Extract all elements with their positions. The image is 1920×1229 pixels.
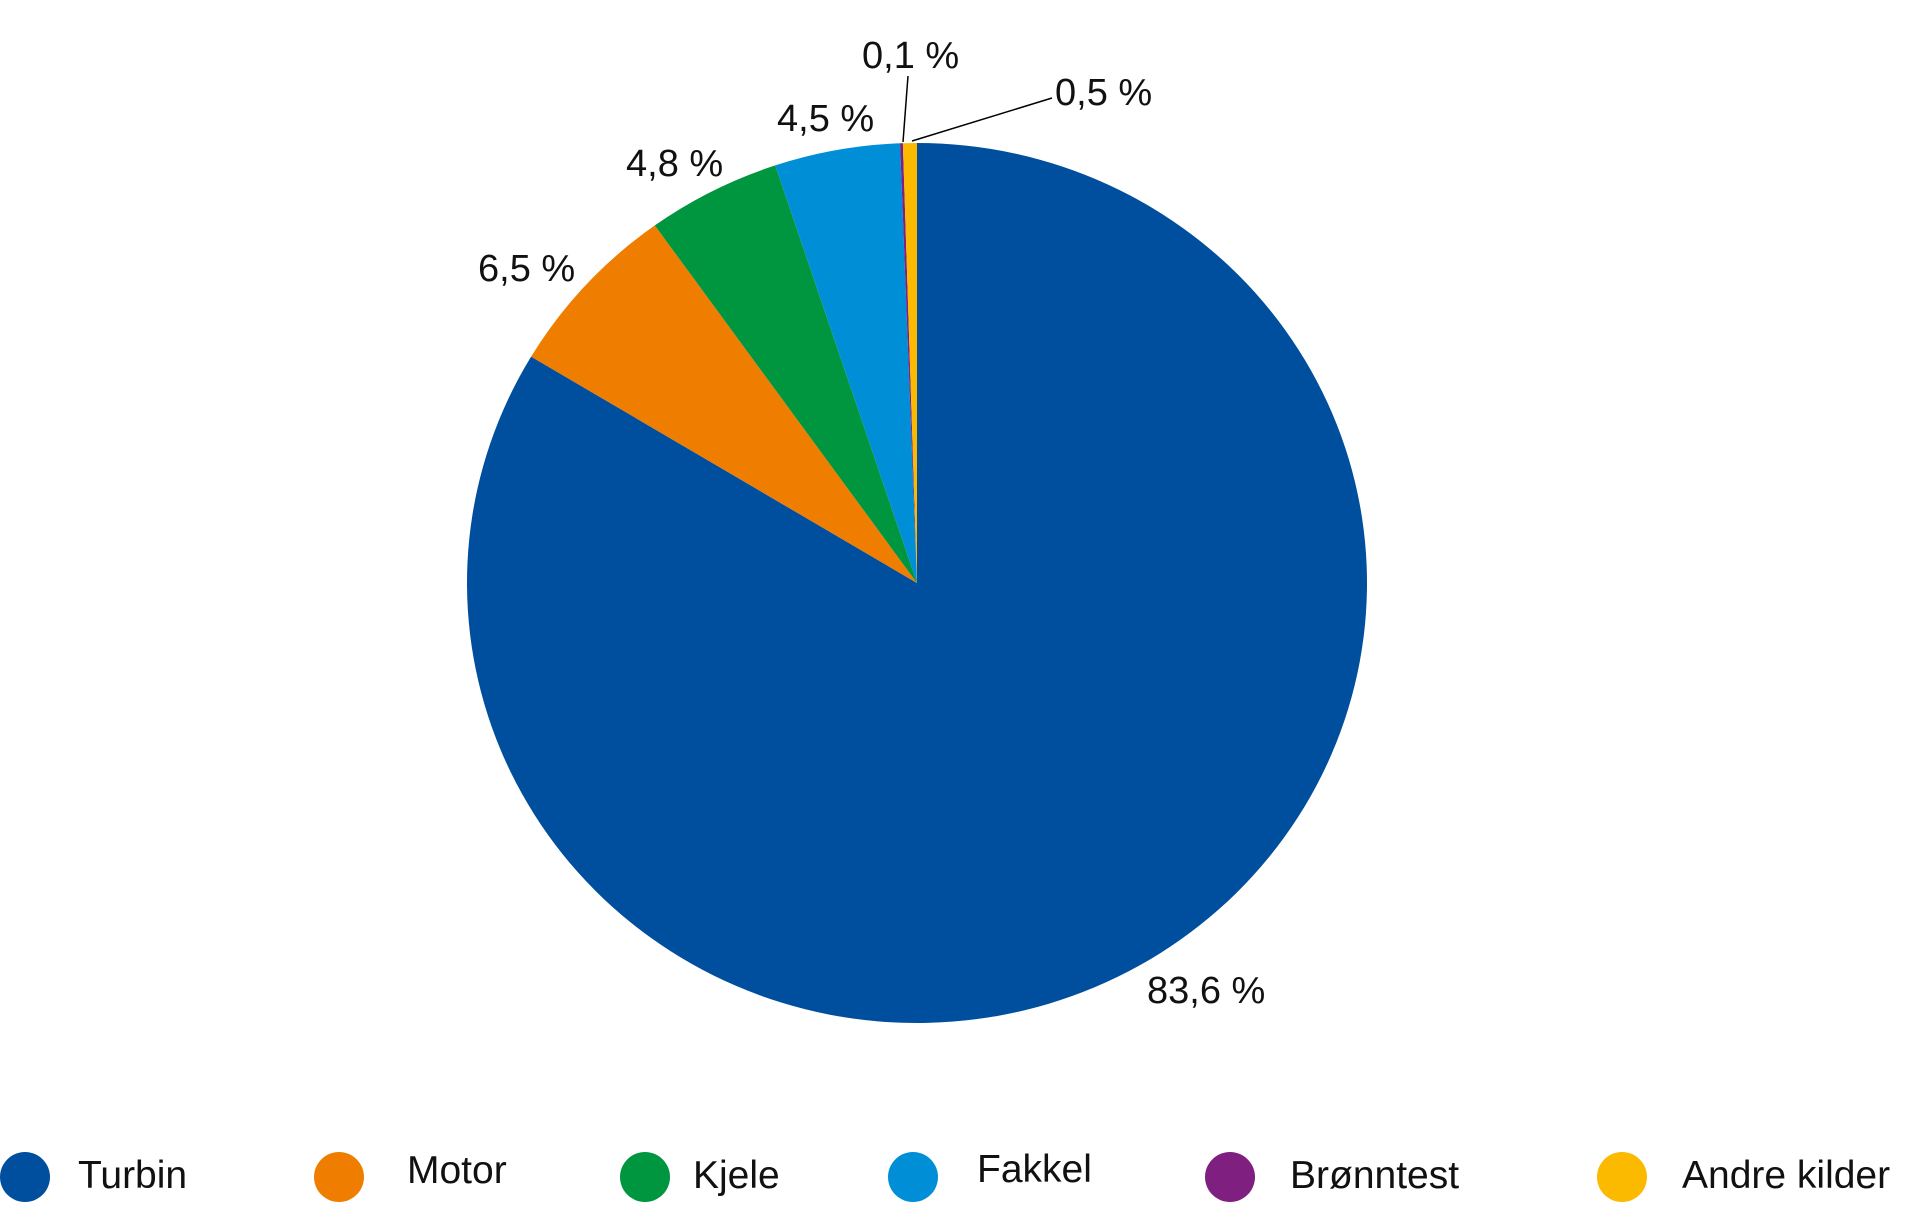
data-label-kjele: 4,8 % (626, 143, 724, 185)
legend-label: Fakkel (977, 1148, 1092, 1191)
legend-item-fakkel[interactable]: Fakkel (888, 1150, 1092, 1202)
legend-label: Andre kilder (1682, 1154, 1891, 1197)
data-label-andre-kilder: 0,5 % (1055, 72, 1153, 114)
legend-item-andre-kilder[interactable]: Andre kilder (1597, 1152, 1890, 1202)
legend-item-bronntest[interactable]: Brønntest (1205, 1152, 1459, 1202)
legend-item-kjele[interactable]: Kjele (620, 1152, 780, 1202)
data-label-motor: 6,5 % (478, 248, 576, 290)
pie-slices (466, 143, 1367, 1023)
data-label-bronntest: 0,1 % (862, 35, 960, 77)
leader-line-bronntest (902, 75, 909, 143)
leader-line-andre-kilder (911, 97, 1053, 142)
legend-dot-icon (620, 1152, 670, 1202)
legend-dot-icon (888, 1152, 938, 1202)
legend-label: Turbin (78, 1154, 188, 1197)
legend-dot-icon (314, 1152, 364, 1202)
pie-slice-turbin (466, 143, 1367, 1023)
pie-slice-kjele (654, 165, 917, 583)
legend-dot-icon (1205, 1152, 1255, 1202)
legend-label: Motor (407, 1149, 507, 1192)
data-label-turbin: 83,6 % (1147, 970, 1266, 1012)
legend-label: Brønntest (1290, 1154, 1460, 1197)
pie-slice-fakkel (775, 143, 917, 583)
pie-slice-motor (531, 225, 917, 583)
legend-item-turbin[interactable]: Turbin (0, 1152, 187, 1202)
pie-slice-andre-kilder (902, 143, 917, 583)
legend-dot-icon (0, 1152, 50, 1202)
legend-dot-icon (1597, 1152, 1647, 1202)
legend-label: Kjele (693, 1154, 780, 1197)
data-label-fakkel: 4,5 % (777, 98, 875, 140)
legend-item-motor[interactable]: Motor (314, 1151, 507, 1202)
pie-slice-bronntest (900, 143, 917, 583)
